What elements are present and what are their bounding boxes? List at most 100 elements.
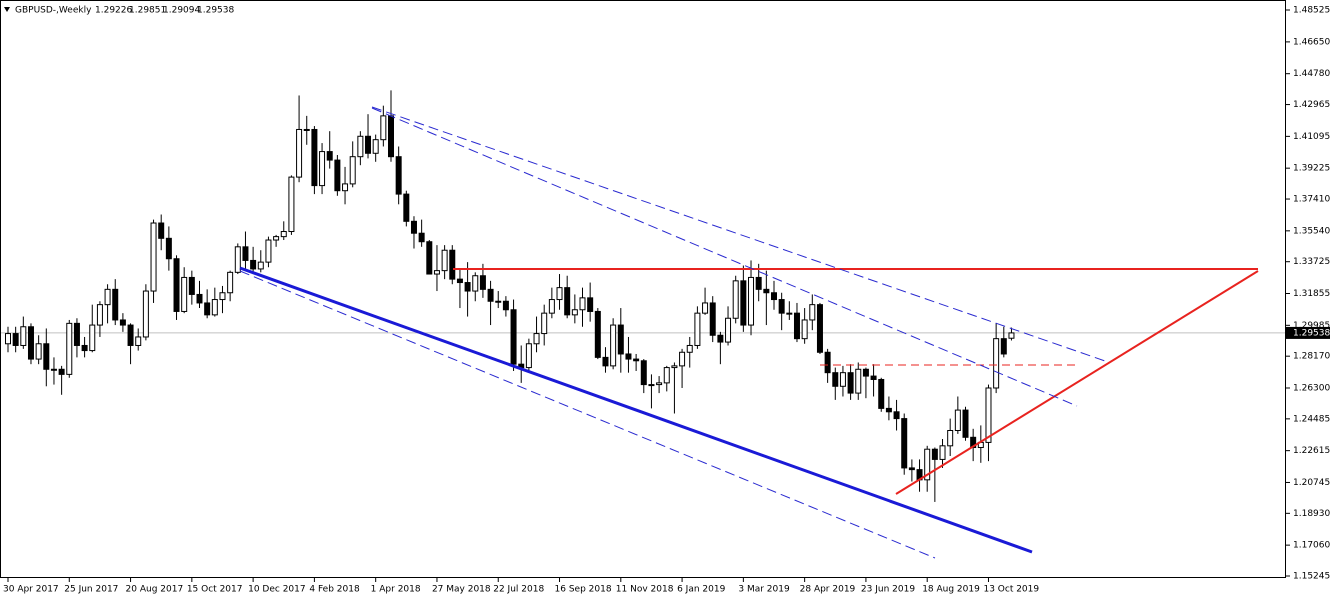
candle-body: [487, 288, 494, 302]
candle-body: [188, 276, 195, 295]
candle-body: [273, 236, 280, 241]
candle-body: [732, 280, 739, 319]
candle-body: [127, 324, 134, 346]
current-price-box: [1286, 326, 1330, 339]
x-tick-label: 11 Nov 2018: [616, 585, 674, 595]
candle-body: [181, 276, 188, 312]
candle-body: [893, 411, 900, 420]
candle-body: [150, 222, 157, 292]
candle-body: [426, 241, 433, 275]
candle-body: [319, 151, 326, 187]
candle-body: [962, 409, 969, 438]
candle-body: [119, 319, 126, 326]
candle-body: [579, 297, 586, 311]
candle-body: [548, 299, 555, 314]
candle-body: [663, 367, 670, 384]
candle-body: [533, 333, 540, 345]
ohlc-high: 1.29851: [129, 6, 166, 16]
candle-body: [717, 334, 724, 343]
candle-body: [541, 312, 548, 335]
candle-body: [510, 309, 517, 365]
candle-body: [357, 135, 364, 158]
y-tick-label: 1.41095: [1293, 132, 1330, 142]
candle-body: [778, 299, 785, 314]
channel-dashed: [371, 106, 1109, 363]
y-tick-label: 1.18930: [1293, 509, 1330, 519]
y-tick-label: 1.46650: [1293, 37, 1330, 47]
chart-title: GBPUSD-,Weekly: [15, 6, 92, 16]
candle-body: [993, 338, 1000, 389]
candle-body: [135, 336, 142, 346]
candle-body: [1008, 332, 1015, 339]
candle-body: [924, 448, 931, 481]
candle-body: [234, 246, 241, 273]
candle-body: [288, 176, 295, 233]
x-tick-label: 22 Jul 2018: [493, 585, 544, 595]
candle-body: [449, 249, 456, 280]
y-tick-label: 1.15245: [1293, 572, 1330, 582]
candle-body: [702, 302, 709, 314]
candle-body: [625, 353, 632, 360]
candle-body: [265, 239, 272, 263]
candle-body: [173, 258, 180, 312]
candle-body: [801, 319, 808, 340]
x-tick-label: 16 Sep 2018: [555, 585, 612, 595]
candle-body: [709, 302, 716, 336]
candle-body: [617, 324, 624, 355]
y-tick-label: 1.26300: [1293, 383, 1330, 393]
plot-border: [0, 0, 1286, 578]
candle-body: [43, 343, 50, 370]
y-tick-label: 1.42965: [1293, 100, 1330, 110]
candle-body: [862, 368, 869, 377]
candle-body: [464, 282, 471, 292]
candle-body: [816, 304, 823, 353]
menu-icon[interactable]: [4, 7, 10, 12]
y-tick-label: 1.31855: [1293, 289, 1330, 299]
candle-body: [878, 378, 885, 409]
candle-body: [334, 159, 341, 192]
candle-body: [839, 372, 846, 387]
candle-body: [908, 467, 915, 471]
candle-body: [502, 300, 509, 311]
channel-dashed: [371, 107, 1078, 407]
candle-body: [227, 271, 234, 294]
candle-body: [648, 384, 655, 387]
support-trendline: [895, 270, 1259, 495]
candle-body: [793, 312, 800, 340]
x-tick-label: 1 Apr 2018: [371, 585, 421, 595]
candle-body: [571, 309, 578, 316]
x-tick-label: 23 Jun 2019: [861, 585, 915, 595]
y-tick-label: 1.24485: [1293, 414, 1330, 424]
candle-body: [610, 324, 617, 367]
candle-body: [73, 322, 80, 346]
candle-body: [472, 275, 479, 292]
candle-body: [196, 293, 203, 304]
x-tick-label: 25 Jun 2017: [64, 585, 118, 595]
candle-body: [456, 278, 463, 284]
x-tick-label: 18 Aug 2019: [922, 585, 980, 595]
candle-body: [365, 135, 372, 154]
candle-body: [947, 430, 954, 447]
y-tick-label: 1.20745: [1293, 478, 1330, 488]
candle-body: [211, 299, 218, 316]
ohlc-low: 1.29094: [163, 6, 200, 16]
x-tick-label: 20 Aug 2017: [126, 585, 184, 595]
current-price-label: 1.29538: [1293, 328, 1330, 338]
candle-body: [594, 310, 601, 358]
candle-body: [832, 372, 839, 387]
y-tick-label: 1.17060: [1293, 541, 1330, 551]
candle-body: [280, 231, 287, 238]
candle-body: [686, 344, 693, 353]
candle-body: [441, 249, 448, 272]
candle-body: [640, 360, 647, 386]
y-tick-label: 1.37410: [1293, 195, 1330, 205]
candle-body: [633, 358, 640, 362]
y-tick-label: 1.35540: [1293, 226, 1330, 236]
candle-body: [763, 288, 770, 294]
candle-body: [219, 292, 226, 301]
candle-body: [410, 220, 417, 234]
x-tick-label: 28 Apr 2019: [800, 585, 856, 595]
candle-body: [656, 382, 663, 386]
y-tick-label: 1.44780: [1293, 69, 1330, 79]
candle-body: [142, 290, 149, 338]
